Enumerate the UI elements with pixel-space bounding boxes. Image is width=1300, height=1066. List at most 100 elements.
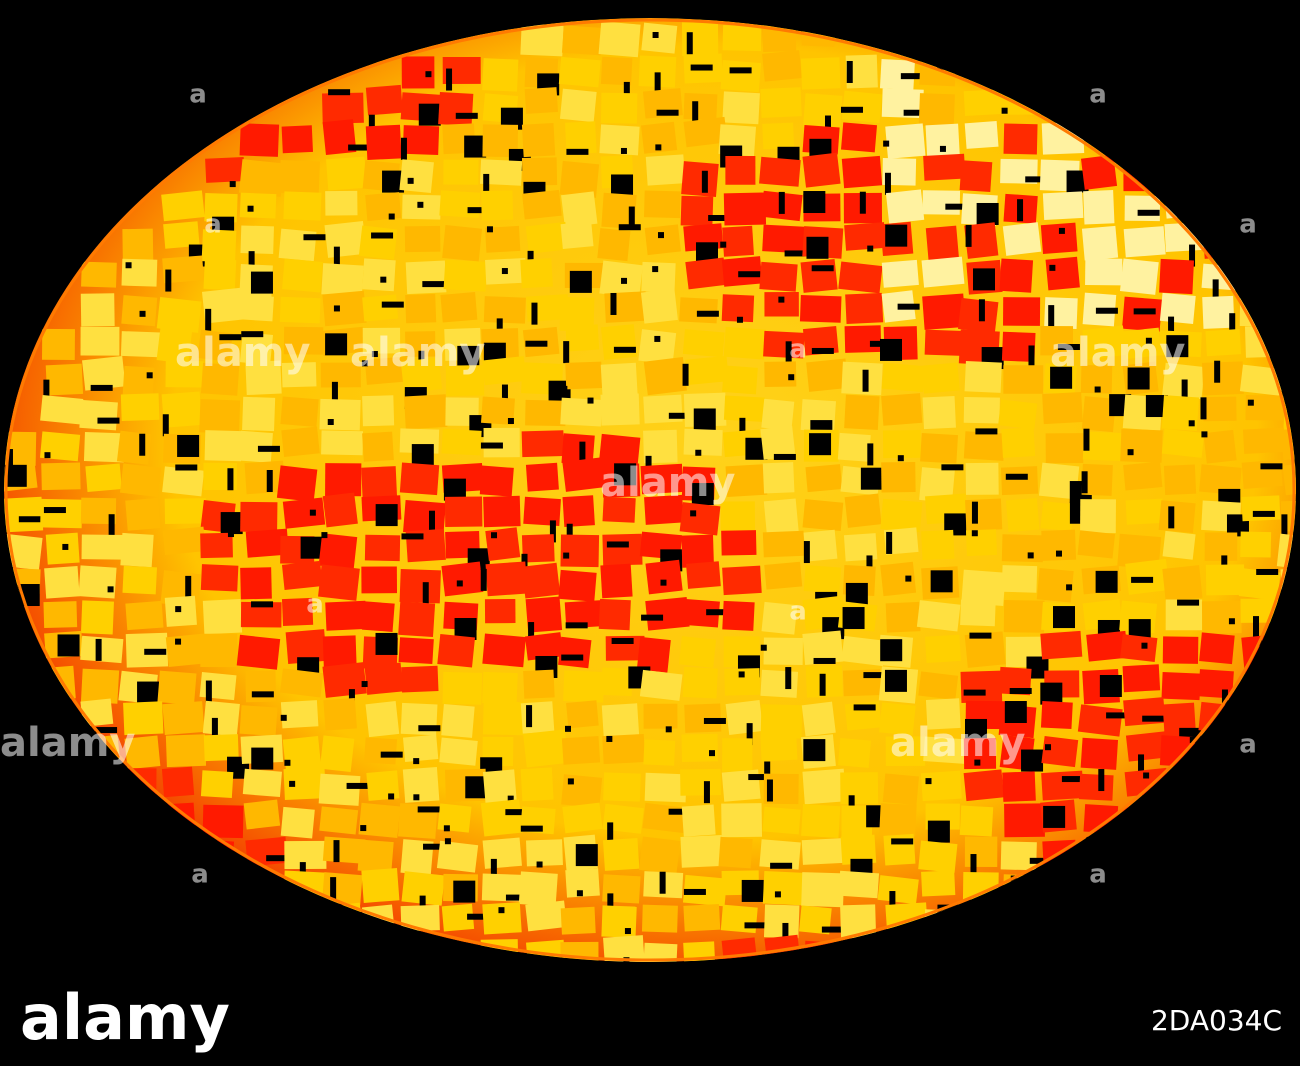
crack [1133, 308, 1156, 315]
tile [641, 904, 678, 933]
crack [682, 363, 689, 386]
crack [656, 109, 679, 116]
tile [600, 393, 640, 426]
tile [520, 767, 554, 802]
tile [683, 116, 728, 148]
tile [1040, 222, 1078, 254]
tile [642, 802, 687, 834]
tile [358, 802, 401, 839]
tile [923, 736, 967, 764]
tile [1077, 704, 1123, 737]
tile [920, 770, 962, 802]
tile [800, 259, 838, 293]
tile [645, 559, 683, 595]
tile [1080, 737, 1119, 770]
tile [803, 93, 843, 130]
tile [803, 529, 838, 562]
crack [659, 871, 666, 894]
crack [1048, 305, 1055, 328]
tile [965, 498, 1003, 531]
tile [682, 329, 725, 358]
tile [1158, 500, 1196, 534]
tile [565, 868, 600, 898]
watermark-mark: a [1239, 210, 1257, 240]
tile [479, 159, 523, 186]
tile [1003, 123, 1038, 155]
crack [969, 632, 992, 639]
tile [320, 362, 361, 388]
tile [559, 88, 597, 123]
tile [1125, 731, 1170, 762]
tile [844, 222, 886, 251]
tile [566, 700, 599, 729]
crack [811, 347, 834, 354]
tile [485, 225, 521, 253]
crack [90, 384, 113, 391]
tile [243, 799, 281, 830]
crack [1138, 754, 1145, 777]
tile [364, 356, 409, 385]
crack [561, 654, 584, 661]
crack [413, 794, 420, 801]
tile [325, 190, 358, 216]
crack [443, 478, 466, 501]
crack [691, 483, 714, 506]
tile [1003, 297, 1041, 326]
crack [501, 268, 508, 275]
crack [411, 444, 434, 467]
tile [482, 837, 522, 869]
crack [748, 774, 771, 781]
tile [520, 258, 553, 289]
tile [722, 91, 760, 125]
tile [965, 529, 997, 557]
tile [725, 700, 764, 735]
watermark-mark: a [1089, 80, 1107, 110]
crack [1025, 176, 1048, 183]
crack [708, 750, 715, 757]
crack [257, 445, 280, 452]
tile [925, 225, 959, 260]
crack [611, 174, 634, 197]
tile [281, 362, 317, 388]
tile [881, 393, 923, 426]
tile [358, 225, 398, 260]
tile [80, 600, 114, 635]
tile [560, 906, 596, 935]
crack [1095, 570, 1118, 593]
tile [764, 561, 803, 590]
tile [1000, 466, 1039, 496]
crack [1057, 344, 1080, 351]
tile [404, 225, 441, 253]
tile [679, 502, 721, 536]
crack [1214, 360, 1221, 383]
tile [521, 562, 561, 599]
tile [598, 21, 641, 58]
crack [330, 877, 337, 900]
crack [788, 374, 795, 381]
crack [348, 144, 371, 151]
tile [680, 768, 721, 796]
crack [251, 747, 274, 770]
tile [762, 806, 801, 835]
tile [278, 228, 317, 262]
crack [623, 81, 630, 104]
tile [1159, 258, 1195, 295]
crack [641, 614, 664, 621]
tile [361, 466, 398, 501]
tile [643, 703, 678, 729]
tile [840, 834, 877, 865]
crack [1028, 345, 1035, 368]
crack [803, 191, 826, 214]
watermark-mark: a [789, 597, 807, 627]
crack [1066, 170, 1089, 193]
tile [362, 395, 395, 427]
tile [561, 433, 595, 466]
tile [82, 355, 126, 391]
watermark-word: alamy [1050, 330, 1185, 376]
tile [365, 192, 402, 221]
tile [482, 671, 518, 705]
crack [422, 582, 429, 605]
tile [640, 463, 684, 495]
tile [525, 462, 559, 492]
tile [362, 431, 394, 462]
